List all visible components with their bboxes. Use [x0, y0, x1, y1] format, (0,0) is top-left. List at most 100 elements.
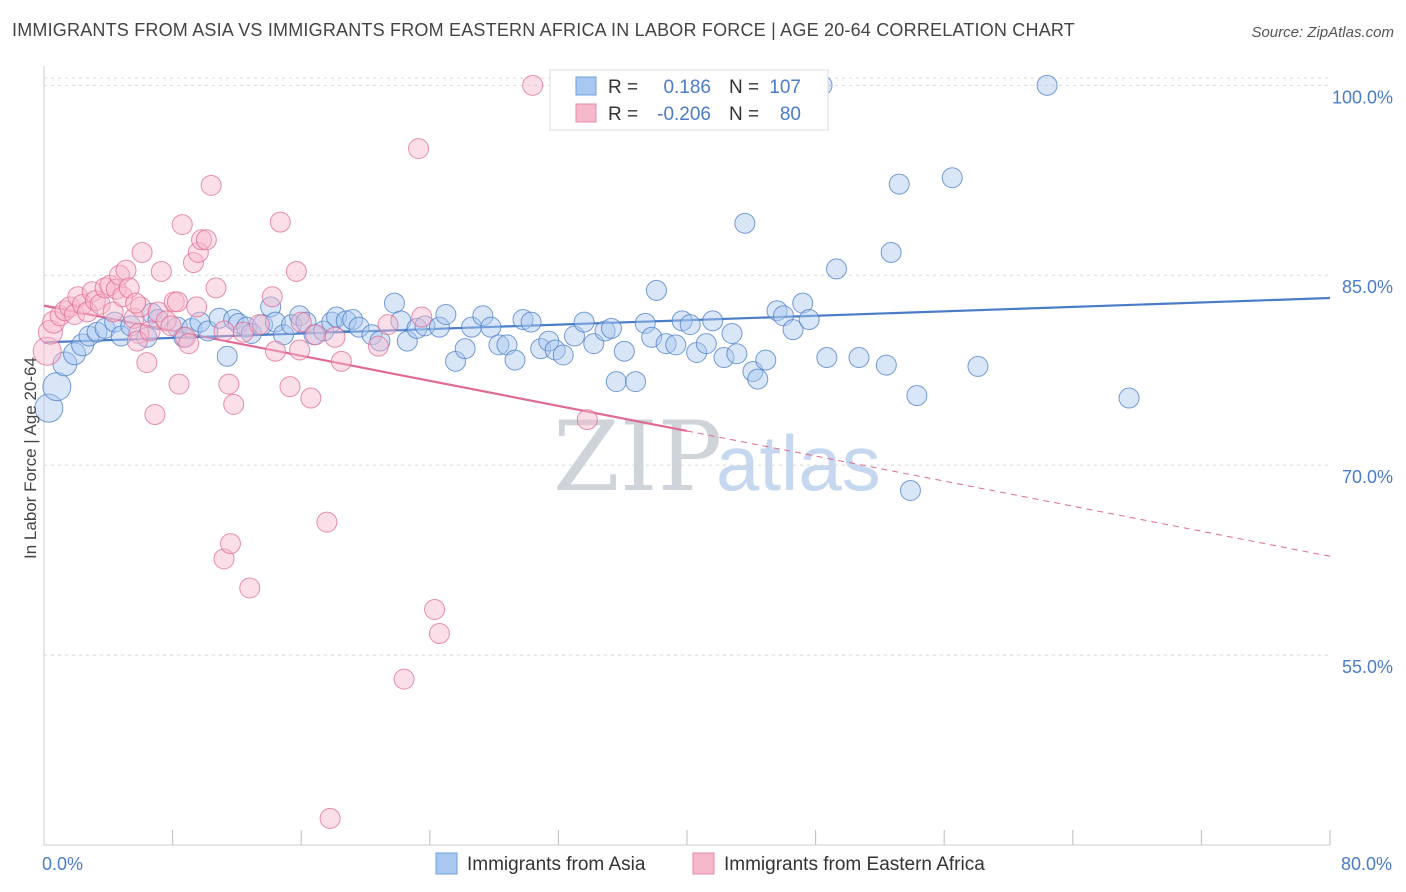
- point-asia-90: [792, 292, 814, 314]
- point-asia-27: [264, 311, 286, 333]
- point-asia-102: [967, 355, 989, 377]
- point-asia-55: [504, 349, 526, 371]
- y-tick-label-3: 55.0%: [1342, 657, 1393, 677]
- point-asia-74: [665, 334, 687, 356]
- x-tick-label-1: 80.0%: [1341, 854, 1392, 874]
- point-eafrica-56: [264, 340, 286, 362]
- point-eafrica-40: [182, 252, 204, 274]
- point-asia-57: [520, 311, 542, 333]
- point-eafrica-41: [186, 296, 208, 318]
- point-eafrica-45: [200, 174, 222, 196]
- stats-legend-swatch-asia: [575, 76, 597, 96]
- point-asia-72: [645, 279, 667, 301]
- point-eafrica-64: [316, 511, 338, 533]
- point-eafrica-26: [126, 330, 148, 352]
- point-eafrica-44: [195, 229, 217, 251]
- point-eafrica-37: [171, 214, 193, 236]
- point-asia-99: [906, 385, 928, 407]
- point-asia-66: [600, 317, 622, 339]
- point-eafrica-75: [522, 74, 544, 96]
- point-asia-85: [747, 368, 769, 390]
- point-eafrica-66: [324, 326, 346, 348]
- point-eafrica-46: [205, 277, 227, 299]
- point-eafrica-62: [300, 387, 322, 409]
- point-asia-44: [406, 317, 428, 339]
- point-asia-94: [825, 258, 847, 280]
- point-asia-46: [428, 316, 450, 338]
- point-eafrica-53: [239, 577, 261, 599]
- x-tick-label-0: 0.0%: [42, 854, 83, 874]
- point-eafrica-57: [269, 211, 291, 233]
- point-asia-83: [734, 212, 756, 234]
- point-eafrica-60: [289, 339, 311, 361]
- point-eafrica-43: [191, 229, 213, 251]
- grid: [44, 77, 1330, 656]
- point-asia-63: [573, 311, 595, 333]
- point-asia-95: [848, 347, 870, 369]
- point-asia-50: [461, 316, 483, 338]
- stats-legend-r-value-eafrica: -0.206: [657, 104, 711, 125]
- point-asia-49: [454, 338, 476, 360]
- legend-label-eafrica: Immigrants from Eastern Africa: [724, 854, 985, 875]
- point-asia-0: [34, 393, 64, 423]
- point-asia-103: [1036, 74, 1058, 96]
- point-asia-67: [605, 371, 627, 393]
- point-asia-1: [42, 372, 72, 402]
- point-asia-51: [472, 305, 494, 327]
- point-eafrica-30: [147, 301, 169, 323]
- point-asia-89: [782, 319, 804, 341]
- point-asia-80: [713, 347, 735, 369]
- y-tick-label-1: 85.0%: [1342, 277, 1393, 297]
- point-eafrica-72: [411, 306, 433, 328]
- point-eafrica-38: [174, 326, 196, 348]
- point-asia-81: [721, 322, 743, 344]
- point-eafrica-36: [166, 291, 188, 313]
- point-asia-101: [941, 167, 963, 189]
- point-asia-41: [383, 292, 405, 314]
- watermark-atlas: atlas: [716, 419, 881, 507]
- point-eafrica-12: [89, 293, 111, 315]
- point-eafrica-68: [367, 335, 389, 357]
- point-eafrica-47: [213, 320, 235, 342]
- point-asia-3: [63, 342, 87, 366]
- watermark: ZIP atlas: [553, 401, 881, 513]
- point-asia-20: [216, 345, 238, 367]
- point-eafrica-9: [76, 301, 98, 323]
- point-asia-96: [875, 354, 897, 376]
- stats-legend: R = 0.186 N = 107 R = -0.206 N = 80: [549, 69, 829, 131]
- point-eafrica-59: [285, 260, 307, 282]
- point-eafrica-49: [223, 393, 245, 415]
- point-eafrica-19: [115, 259, 137, 281]
- point-asia-104: [1118, 387, 1140, 409]
- point-asia-69: [625, 371, 647, 393]
- stats-legend-n-value-asia: 107: [769, 77, 801, 98]
- point-eafrica-15: [102, 301, 124, 323]
- chart-source: Source: ZipAtlas.com: [1251, 24, 1394, 41]
- point-asia-30: [289, 305, 311, 327]
- stats-legend-n-label-asia: N =: [729, 77, 759, 98]
- stats-legend-r-label-eafrica: R =: [608, 104, 638, 125]
- point-eafrica-39: [178, 333, 200, 355]
- point-eafrica-48: [218, 373, 240, 395]
- point-asia-76: [679, 314, 701, 336]
- stats-legend-swatch-eafrica: [575, 103, 597, 123]
- point-eafrica-71: [408, 138, 430, 160]
- point-asia-38: [348, 316, 370, 338]
- point-asia-36: [335, 310, 357, 332]
- point-eafrica-2: [42, 310, 66, 334]
- point-eafrica-63: [305, 324, 327, 346]
- legend-swatch-eafrica: [692, 852, 715, 875]
- point-eafrica-67: [330, 350, 352, 372]
- legend-swatch-asia: [435, 852, 458, 875]
- point-eafrica-58: [279, 376, 301, 398]
- watermark-zip: ZIP: [553, 401, 722, 513]
- point-eafrica-24: [125, 292, 147, 314]
- point-asia-56: [512, 309, 534, 331]
- point-eafrica-42: [187, 241, 209, 263]
- point-asia-82: [726, 343, 748, 365]
- point-asia-100: [899, 479, 921, 501]
- y-axis-label: In Labor Force | Age 20-64: [21, 357, 40, 559]
- legend-label-asia: Immigrants from Asia: [467, 854, 646, 875]
- point-eafrica-31: [150, 260, 172, 282]
